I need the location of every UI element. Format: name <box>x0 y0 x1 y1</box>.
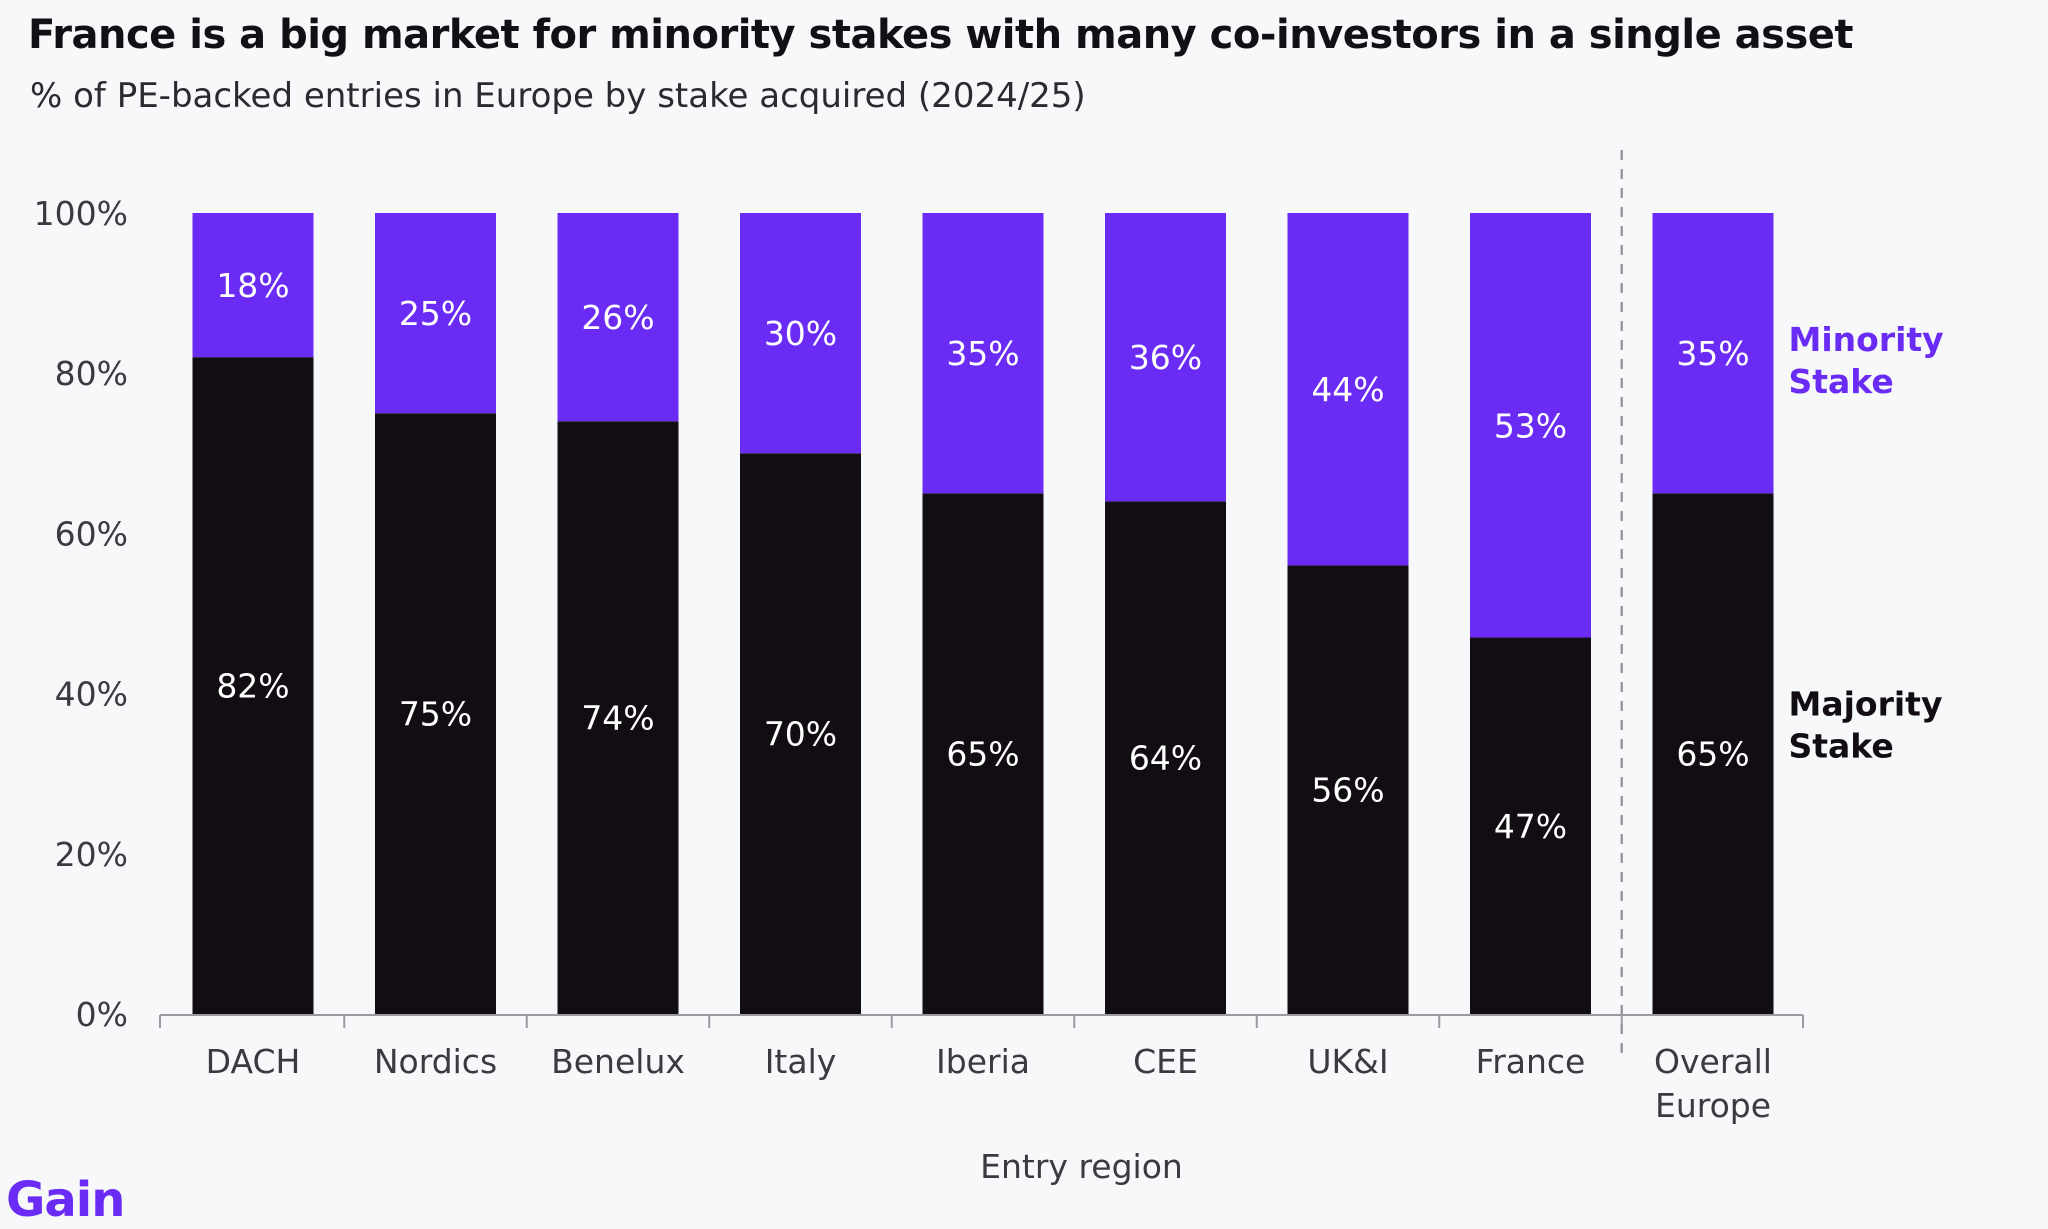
y-tick-label: 100% <box>34 194 128 233</box>
x-tick-label: Nordics <box>374 1042 497 1081</box>
x-tick-label: UK&I <box>1307 1042 1388 1081</box>
x-tick-label: Italy <box>765 1042 837 1081</box>
x-tick-label: Overall <box>1654 1042 1772 1081</box>
bar-majority-uk-i <box>1287 565 1409 1014</box>
legend-majority-stake: Majority <box>1789 685 1943 724</box>
bar-minority-dach <box>192 213 314 358</box>
data-label-minority: 35% <box>946 334 1019 373</box>
x-tick-label: Europe <box>1655 1086 1771 1125</box>
y-tick-label: 80% <box>55 354 128 393</box>
data-label-minority: 26% <box>581 298 654 337</box>
x-tick-label: CEE <box>1133 1042 1198 1081</box>
data-label-majority: 82% <box>216 667 289 706</box>
data-label-minority: 53% <box>1494 406 1567 445</box>
data-label-minority: 36% <box>1129 338 1202 377</box>
data-label-majority: 64% <box>1129 739 1202 778</box>
y-tick-label: 40% <box>55 675 128 714</box>
y-tick-label: 60% <box>55 514 128 553</box>
x-tick-label: Benelux <box>551 1042 685 1081</box>
y-tick-label: 20% <box>55 835 128 874</box>
data-label-minority: 35% <box>1676 334 1749 373</box>
bar-minority-uk-i <box>1287 213 1409 566</box>
y-tick-label: 0% <box>76 995 128 1034</box>
bar-majority-dach <box>192 357 314 1014</box>
x-axis-title: Entry region <box>980 1147 1183 1186</box>
bar-minority-benelux <box>557 213 679 422</box>
data-label-minority: 25% <box>399 294 472 333</box>
bar-minority-overall-europe <box>1652 213 1774 494</box>
chart-title: France is a big market for minority stak… <box>28 12 1854 58</box>
data-label-majority: 75% <box>399 695 472 734</box>
data-label-minority: 44% <box>1311 370 1384 409</box>
bar-majority-nordics <box>375 413 496 1014</box>
x-tick-label: Iberia <box>936 1042 1030 1081</box>
bar-minority-nordics <box>375 213 496 414</box>
data-label-majority: 47% <box>1494 807 1567 846</box>
chart-subtitle: % of PE-backed entries in Europe by stak… <box>30 76 1086 116</box>
bar-minority-italy <box>740 213 861 454</box>
bar-majority-overall-europe <box>1652 493 1774 1015</box>
legend-minority-stake: Minority <box>1789 320 1944 359</box>
data-label-majority: 65% <box>1676 735 1749 774</box>
data-label-majority: 56% <box>1311 771 1384 810</box>
bar-majority-italy <box>740 453 861 1014</box>
gain-logo: Gain <box>6 1172 125 1228</box>
x-tick-label: France <box>1476 1042 1586 1081</box>
legend-minority-stake: Stake <box>1789 362 1894 401</box>
legend-majority-stake: Stake <box>1789 727 1894 766</box>
x-tick-label: DACH <box>206 1042 301 1081</box>
bar-majority-iberia <box>922 493 1044 1015</box>
data-label-minority: 18% <box>216 266 289 305</box>
bar-minority-france <box>1470 213 1591 638</box>
bar-majority-france <box>1470 637 1591 1014</box>
data-label-majority: 74% <box>581 699 654 738</box>
data-label-majority: 65% <box>946 735 1019 774</box>
data-label-majority: 70% <box>764 715 837 754</box>
bar-minority-cee <box>1105 213 1226 502</box>
bar-majority-cee <box>1105 501 1226 1014</box>
bar-minority-iberia <box>922 213 1044 494</box>
data-label-minority: 30% <box>764 314 837 353</box>
bar-majority-benelux <box>557 421 679 1014</box>
